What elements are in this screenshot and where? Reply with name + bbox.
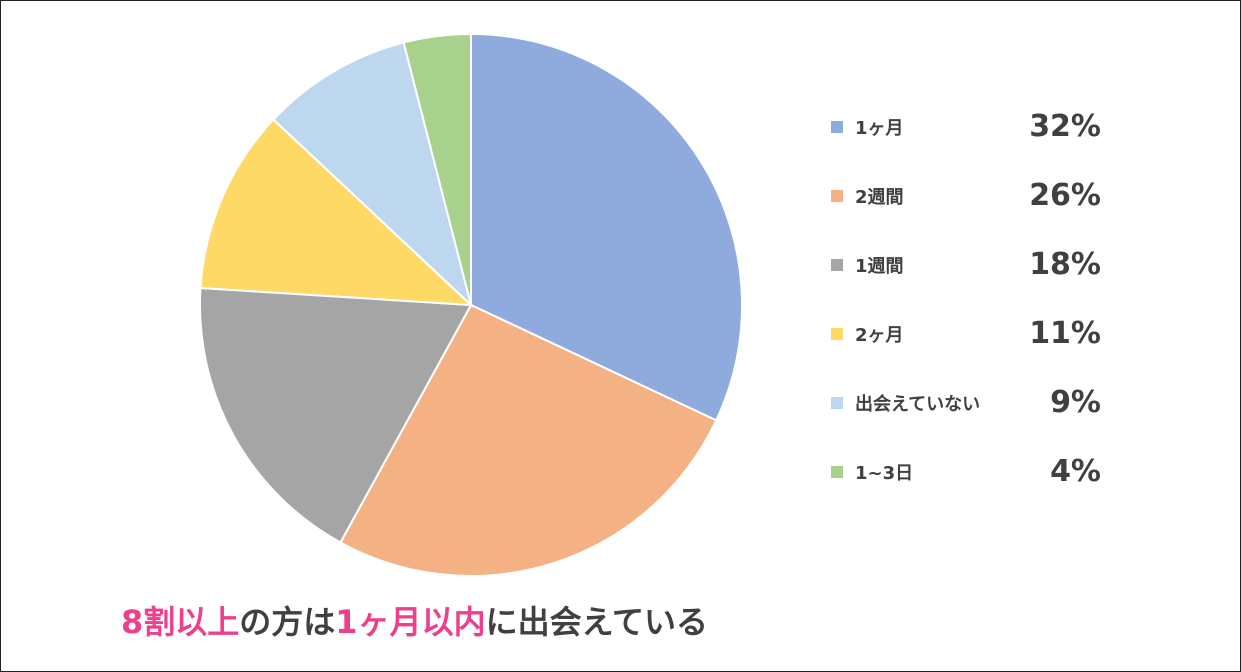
pie-slice: [199, 118, 474, 307]
legend-value: 9%: [1050, 385, 1101, 420]
legend-value: 32%: [1029, 109, 1101, 144]
legend-item: 1~3日 4%: [831, 454, 1111, 494]
pie-slice: [272, 41, 473, 309]
pie-slice: [199, 286, 473, 544]
legend-item: 2ヶ月 11%: [831, 316, 1111, 356]
chart-caption: 8割以上の方は1ヶ月以内に出会えている: [121, 597, 708, 643]
pie-slice: [470, 32, 743, 422]
legend-item: 1週間 18%: [831, 247, 1111, 287]
legend-swatch: [831, 397, 843, 409]
legend-item: 2週間 26%: [831, 178, 1111, 218]
legend-item: 1ヶ月 32%: [831, 109, 1111, 149]
pie-slice: [402, 32, 472, 306]
legend-swatch: [831, 328, 843, 340]
legend-swatch: [831, 121, 843, 133]
legend-value: 26%: [1029, 178, 1101, 213]
legend-value: 11%: [1029, 316, 1101, 351]
caption-highlight: 1ヶ月以内: [335, 603, 486, 641]
caption-highlight: 8割以上: [121, 603, 240, 641]
legend-item: 出会えていない 9%: [831, 385, 1111, 425]
legend-label: 1ヶ月: [855, 118, 904, 139]
legend-value: 4%: [1050, 454, 1101, 489]
legend-swatch: [831, 259, 843, 271]
legend-label: 1~3日: [855, 463, 914, 484]
caption-text: の方は: [239, 603, 336, 641]
legend-label: 2週間: [855, 187, 904, 208]
legend-swatch: [831, 190, 843, 202]
legend-value: 18%: [1029, 247, 1101, 282]
legend-label: 1週間: [855, 256, 904, 277]
pie-chart: [199, 32, 743, 577]
legend-swatch: [831, 466, 843, 478]
legend-label: 出会えていない: [855, 394, 981, 415]
caption-text: に出会えている: [485, 603, 708, 641]
legend-label: 2ヶ月: [855, 325, 904, 346]
